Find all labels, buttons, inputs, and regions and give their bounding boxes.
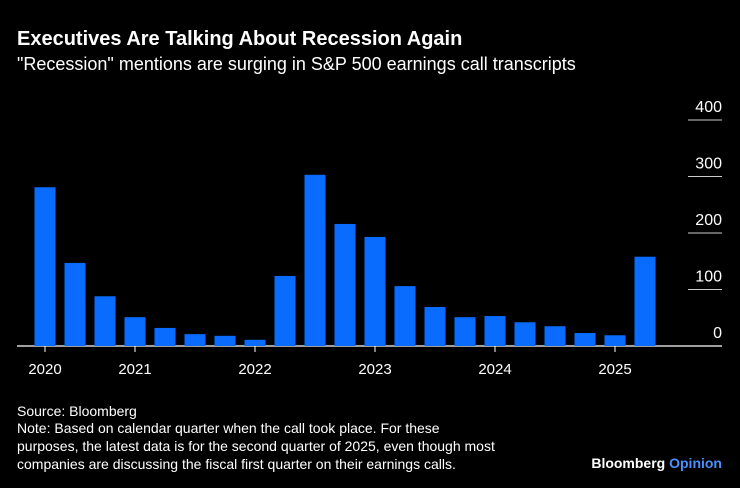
bar bbox=[454, 317, 476, 346]
y-tick-label: 300 bbox=[695, 156, 722, 173]
note: purposes, the latest data is for the sec… bbox=[17, 438, 495, 454]
bar bbox=[64, 262, 86, 346]
bar bbox=[154, 327, 176, 346]
x-tick-label: 2025 bbox=[598, 361, 631, 378]
chart-title: Executives Are Talking About Recession A… bbox=[17, 28, 462, 50]
y-tick-label: 200 bbox=[695, 212, 722, 229]
bar bbox=[34, 187, 56, 346]
note: companies are discussing the fiscal firs… bbox=[17, 456, 456, 472]
x-tick-label: 2022 bbox=[238, 361, 271, 378]
y-tick-label: 100 bbox=[695, 269, 722, 286]
bar bbox=[424, 307, 446, 346]
y-tick-label: 400 bbox=[695, 99, 722, 116]
bar bbox=[484, 316, 506, 346]
bar bbox=[394, 286, 416, 346]
bar bbox=[274, 275, 296, 346]
source: Source: Bloomberg bbox=[17, 403, 137, 419]
brand-name: Bloomberg bbox=[591, 455, 665, 471]
y-tick-label: 0 bbox=[713, 325, 722, 342]
bar bbox=[574, 333, 596, 346]
bar bbox=[334, 223, 356, 346]
x-tick-label: 2021 bbox=[118, 361, 151, 378]
bar bbox=[634, 256, 656, 346]
bar bbox=[604, 335, 626, 346]
bar bbox=[124, 317, 146, 346]
x-tick-label: 2024 bbox=[478, 361, 511, 378]
bar bbox=[184, 334, 206, 346]
x-tick-label: 2020 bbox=[28, 361, 61, 378]
bar bbox=[244, 339, 266, 346]
chart-subtitle: "Recession" mentions are surging in S&P … bbox=[17, 54, 576, 74]
bar bbox=[304, 174, 326, 346]
brand-opinion: Opinion bbox=[669, 455, 722, 471]
bar bbox=[364, 236, 386, 346]
x-tick-label: 2023 bbox=[358, 361, 391, 378]
bar bbox=[94, 296, 116, 346]
note: Note: Based on calendar quarter when the… bbox=[17, 420, 440, 436]
bar bbox=[514, 322, 536, 346]
brand: Bloomberg Opinion bbox=[591, 455, 722, 471]
bar bbox=[214, 335, 236, 346]
bar bbox=[544, 326, 566, 346]
